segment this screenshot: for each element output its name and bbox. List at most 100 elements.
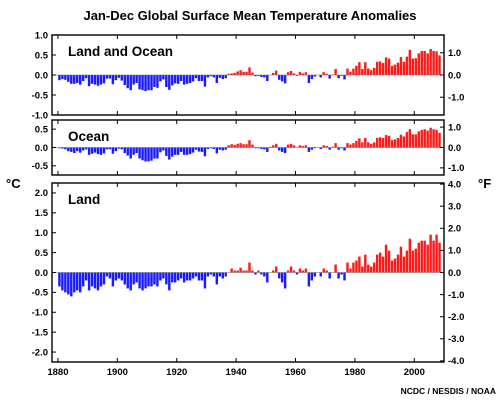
bar-ocean-1961: [298, 145, 302, 148]
y-tick-label-left-land: 0.0: [35, 268, 48, 279]
bar-land-1950: [266, 272, 269, 283]
bar-land-and-ocean-1996: [402, 61, 406, 75]
bar-land-1920: [176, 272, 180, 281]
bar-land-1966: [313, 272, 317, 277]
y-tick-label-left-land-and-ocean: -0.5: [32, 90, 49, 101]
bar-land-1890: [87, 272, 91, 291]
bar-land-1999: [411, 250, 415, 273]
y-tick-label-right-land: -4.0: [448, 356, 464, 367]
bar-ocean-1880: [58, 147, 61, 149]
bar-ocean-1914: [159, 147, 162, 153]
bar-land-1945: [251, 270, 254, 273]
bar-land-1898: [111, 272, 115, 287]
bar-ocean-1938: [230, 144, 233, 148]
y-tick-label-right-ocean: 1.0: [448, 122, 461, 133]
bar-land-and-ocean-1998: [408, 49, 412, 75]
bar-land-and-ocean-1909: [144, 75, 147, 91]
y-tick-label-left-land-and-ocean: 1.0: [35, 30, 48, 41]
bar-land-and-ocean-1934: [218, 75, 222, 78]
x-tick-label-1980: 1980: [344, 367, 365, 378]
bar-ocean-1928: [200, 147, 204, 152]
y-tick-label-left-ocean: 0.5: [35, 124, 49, 135]
bar-land-and-ocean-1997: [405, 56, 409, 75]
bar-ocean-1932: [212, 147, 216, 149]
bar-land-1939: [233, 270, 236, 273]
bar-land-1910: [147, 272, 150, 287]
bar-ocean-1946: [254, 147, 257, 149]
bar-land-and-ocean-1979: [352, 68, 355, 75]
bar-ocean-1887: [78, 147, 82, 153]
bar-land-1901: [120, 272, 124, 281]
bar-land-1960: [295, 272, 299, 275]
bar-ocean-1899: [114, 147, 118, 152]
bar-land-and-ocean-1963: [304, 72, 308, 75]
bar-ocean-1998: [408, 129, 412, 148]
bar-ocean-1972: [331, 146, 334, 148]
bar-land-1923: [185, 272, 189, 281]
bar-land-1909: [144, 272, 147, 289]
bar-ocean-1979: [352, 143, 355, 148]
bar-ocean-1926: [194, 147, 198, 150]
bar-ocean-1920: [176, 147, 180, 155]
bar-ocean-1971: [328, 147, 331, 150]
bar-land-and-ocean-1883: [67, 75, 70, 82]
bar-land-and-ocean-1957: [286, 72, 290, 75]
bar-land-and-ocean-2005: [429, 49, 432, 75]
bar-land-2008: [438, 242, 441, 273]
bar-land-1944: [248, 262, 251, 273]
bar-land-and-ocean-2006: [432, 51, 435, 75]
bar-ocean-1889: [84, 147, 88, 150]
bar-land-1994: [396, 254, 400, 273]
bar-land-and-ocean-1919: [174, 75, 177, 84]
bar-land-1957: [286, 270, 290, 273]
bar-land-1917: [168, 272, 171, 291]
bar-ocean-1958: [289, 143, 293, 148]
bar-ocean-1947: [257, 147, 260, 149]
bar-ocean-1896: [105, 147, 109, 150]
bar-land-and-ocean-1908: [141, 75, 144, 91]
bar-land-1940: [236, 270, 239, 273]
bar-land-and-ocean-1924: [188, 75, 192, 83]
bar-ocean-1984: [367, 142, 370, 148]
bar-land-and-ocean-1942: [242, 71, 245, 75]
bar-land-1989: [381, 256, 385, 273]
bar-land-1932: [212, 272, 216, 277]
bar-ocean-1906: [135, 147, 138, 153]
bar-ocean-1890: [87, 147, 91, 155]
bar-ocean-1911: [150, 147, 153, 161]
bar-land-and-ocean-1980: [355, 65, 358, 75]
bar-ocean-1904: [129, 147, 132, 159]
bar-land-and-ocean-1984: [367, 68, 370, 75]
bar-land-and-ocean-1938: [230, 73, 233, 75]
bar-land-1907: [138, 272, 141, 289]
bar-ocean-1915: [162, 147, 165, 151]
bar-ocean-1945: [251, 144, 254, 148]
bar-land-1913: [156, 272, 159, 287]
bar-land-and-ocean-1946: [254, 75, 257, 77]
bar-land-and-ocean-1906: [135, 75, 138, 83]
bar-ocean-1916: [165, 147, 168, 156]
bar-land-1914: [159, 272, 162, 281]
bar-land-1915: [162, 272, 165, 279]
bar-land-and-ocean-1992: [390, 65, 394, 75]
bar-land-1990: [384, 244, 388, 273]
bar-ocean-1918: [171, 147, 174, 157]
bar-land-and-ocean-1940: [236, 71, 239, 75]
bar-ocean-2003: [423, 129, 426, 148]
bar-land-and-ocean-1929: [203, 75, 207, 87]
y-tick-label-right-ocean: -1.0: [448, 163, 464, 174]
bar-ocean-2005: [429, 127, 432, 148]
bar-land-and-ocean-1959: [292, 73, 296, 75]
bar-land-1904: [129, 272, 132, 291]
bar-land-and-ocean-1920: [176, 75, 180, 84]
bar-ocean-1943: [245, 144, 248, 148]
bar-land-and-ocean-2000: [414, 58, 418, 75]
bar-ocean-1991: [387, 135, 391, 148]
bar-land-1973: [334, 264, 337, 273]
panel-land-and-ocean: 1.0 0.5 0.0 -0.5 -1.0 1.0 0.0 -1.0 Land and Ocea…: [32, 30, 465, 121]
bar-land-and-ocean-1912: [153, 75, 156, 87]
bar-ocean-1881: [61, 147, 64, 149]
bar-ocean-1966: [313, 147, 317, 149]
bar-ocean-1986: [372, 142, 376, 148]
bar-ocean-1935: [221, 147, 224, 151]
